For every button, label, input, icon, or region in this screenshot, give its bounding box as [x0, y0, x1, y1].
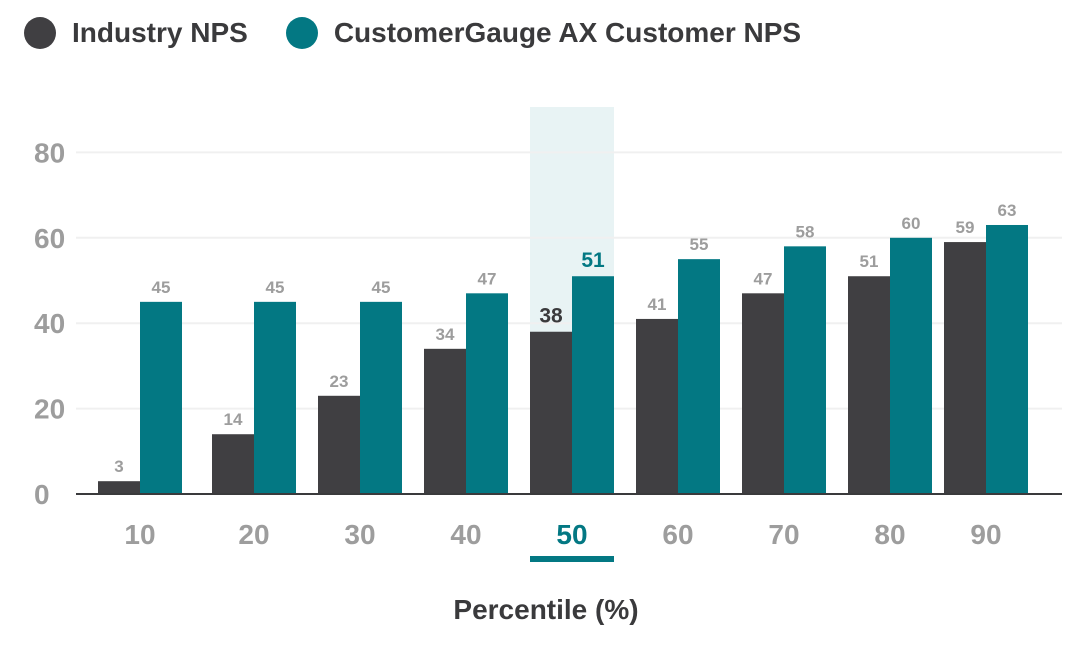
y-tick-label: 20	[34, 394, 65, 425]
bar-customergauge-nps	[572, 276, 614, 494]
data-label: 58	[796, 222, 815, 241]
x-tick-label: 10	[124, 519, 155, 550]
x-tick-label: 80	[874, 519, 905, 550]
x-tick-label: 70	[768, 519, 799, 550]
data-label: 63	[998, 201, 1017, 220]
bar-customergauge-nps	[466, 293, 508, 494]
x-axis-title: Percentile (%)	[453, 594, 639, 625]
data-label: 51	[860, 252, 879, 271]
bar-customergauge-nps	[360, 301, 402, 494]
y-tick-label: 80	[34, 137, 65, 168]
legend-label-customergauge-nps: CustomerGauge AX Customer NPS	[333, 17, 802, 48]
y-tick-label: 0	[34, 479, 50, 510]
bar-customergauge-nps	[986, 224, 1028, 495]
x-tick-label: 30	[344, 519, 375, 550]
bar-industry-nps	[212, 434, 254, 494]
bar-customergauge-nps	[784, 246, 826, 494]
bar-customergauge-nps	[890, 237, 932, 495]
data-label: 3	[114, 457, 123, 476]
x-tick-label: 40	[450, 519, 481, 550]
chart-legend: Industry NPS CustomerGauge AX Customer N…	[24, 12, 839, 54]
data-label: 59	[956, 218, 975, 237]
data-label: 45	[372, 278, 391, 297]
bar-industry-nps	[530, 331, 572, 494]
legend-label-industry-nps: Industry NPS	[72, 17, 248, 48]
data-label: 55	[690, 235, 709, 254]
y-tick-label: 40	[34, 308, 65, 339]
data-label: 60	[902, 214, 921, 233]
data-label: 47	[478, 269, 497, 288]
data-label: 45	[266, 278, 285, 297]
x-tick-label: 50	[556, 519, 587, 550]
bar-industry-nps	[944, 242, 986, 494]
data-label: 38	[539, 305, 563, 328]
data-label: 47	[754, 269, 773, 288]
bar-industry-nps	[318, 395, 360, 494]
highlight-underline	[530, 556, 614, 562]
x-tick-label: 60	[662, 519, 693, 550]
data-label: 41	[648, 295, 667, 314]
data-label: 51	[581, 249, 605, 272]
data-label: 45	[152, 278, 171, 297]
bar-customergauge-nps	[140, 301, 182, 494]
bar-customergauge-nps	[678, 259, 720, 494]
legend-item-industry-nps[interactable]: Industry NPS	[24, 17, 248, 49]
x-tick-label: 90	[970, 519, 1001, 550]
bar-customergauge-nps	[254, 301, 296, 494]
x-tick-label: 20	[238, 519, 269, 550]
bar-industry-nps	[848, 276, 890, 494]
legend-swatch-industry-nps	[24, 17, 56, 49]
bar-industry-nps	[742, 293, 784, 494]
legend-item-customergauge-nps[interactable]: CustomerGauge AX Customer NPS	[285, 17, 802, 49]
legend-swatch-customergauge-nps	[285, 17, 318, 49]
data-label: 14	[224, 410, 243, 429]
data-label: 34	[436, 325, 455, 344]
y-tick-label: 60	[34, 223, 65, 254]
bar-industry-nps	[424, 348, 466, 494]
bar-industry-nps	[636, 318, 678, 494]
bar-industry-nps	[98, 481, 140, 494]
data-label: 23	[330, 372, 349, 391]
